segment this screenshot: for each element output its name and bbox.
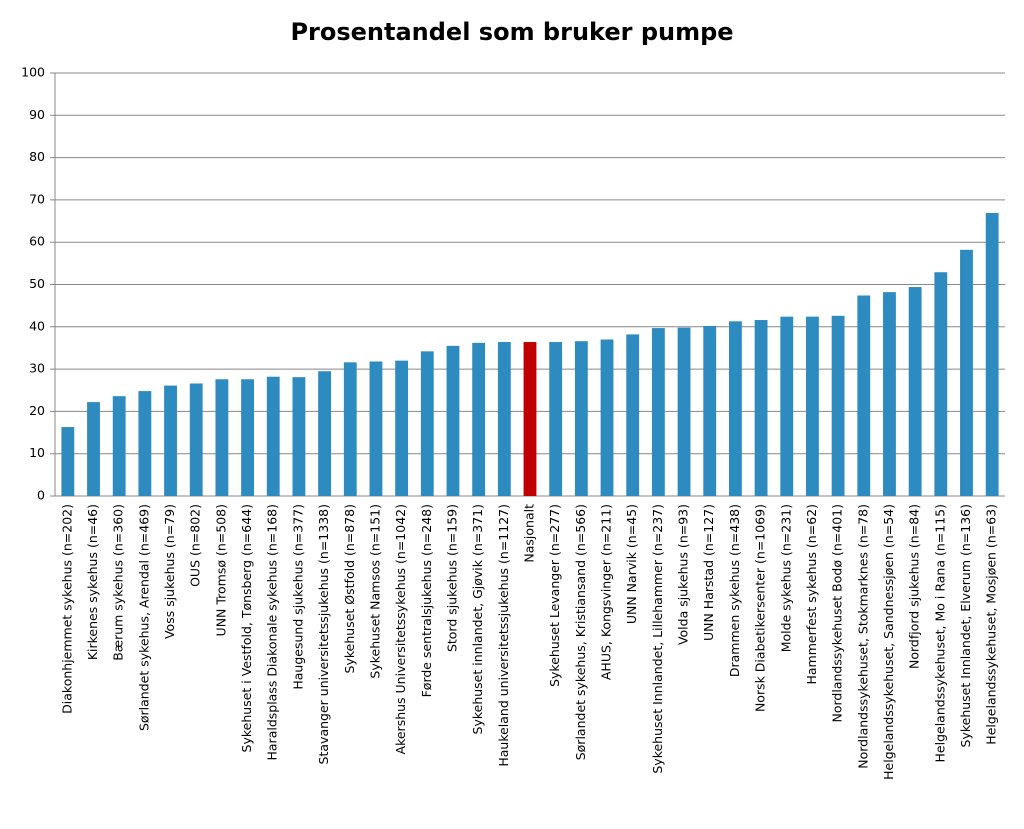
x-tick-label: Sykehuset Levanger (n=277) — [547, 504, 562, 687]
bar — [472, 342, 486, 496]
bar — [600, 339, 614, 496]
bar — [369, 361, 383, 496]
x-tick-label: Bærum sykehus (n=360) — [111, 504, 126, 661]
y-tick-label: 90 — [29, 107, 45, 122]
bar — [215, 379, 229, 496]
bar — [754, 320, 768, 496]
bar — [626, 334, 640, 496]
y-tick-label: 100 — [21, 65, 45, 80]
bar — [292, 377, 306, 496]
x-tick-label: OUS (n=802) — [188, 504, 203, 587]
x-tick-label: Nasjonalt — [522, 504, 537, 563]
y-tick-label: 40 — [29, 318, 45, 333]
x-tick-label: Nordlandssykehuset Bodø (n=401) — [830, 504, 845, 722]
bar — [395, 360, 409, 496]
bar — [883, 292, 896, 496]
x-tick-label: Kirkenes sykehus (n=46) — [85, 504, 100, 660]
x-tick-label: Molde sykehus (n=231) — [778, 504, 793, 652]
x-tick-label: AHUS, Kongsvinger (n=211) — [599, 504, 614, 680]
bar — [831, 315, 845, 496]
x-tick-label: Stord sjukehus (n=159) — [444, 504, 459, 652]
x-tick-label: Sykehuset innlandet, Gjøvik (n=371) — [470, 504, 485, 734]
y-tick-label: 60 — [29, 234, 45, 249]
bar — [138, 391, 152, 496]
x-tick-label: Nordlandssykehuset, Stokmarknes (n=78) — [855, 504, 870, 769]
y-tick-label: 80 — [29, 149, 45, 164]
x-tick-label: Helgelandssykehuset, Mosjøen (n=63) — [984, 504, 999, 745]
x-tick-label: Sørlandet sykehus, Kristiansand (n=566) — [573, 504, 588, 760]
bar — [318, 371, 332, 496]
x-tick-label: Norsk Diabetikersenter (n=1069) — [753, 504, 768, 712]
bar — [164, 385, 177, 496]
bar — [703, 325, 717, 496]
x-tick-label: Sykehuset Innlandet, Elverum (n=136) — [958, 504, 973, 747]
x-tick-label: Hammerfest sykehus (n=62) — [804, 504, 819, 685]
x-tick-label: Helgelandssykehuset, Mo i Rana (n=115) — [932, 504, 947, 762]
bar — [574, 341, 588, 496]
x-tick-label: Stavanger universitetssjukehus (n=1338) — [316, 504, 331, 764]
bar — [960, 249, 973, 496]
x-tick-label: Nordfjord sjukehus (n=84) — [907, 504, 922, 669]
x-tick-label: Sykehuset Innlandet, Lillehammer (n=237) — [650, 504, 665, 774]
bar — [61, 427, 75, 496]
bar — [651, 328, 665, 496]
y-tick-label: 10 — [29, 445, 45, 460]
x-tick-label: Volda sjukehus (n=93) — [676, 504, 691, 645]
x-tick-label: Voss sjukehus (n=79) — [162, 504, 177, 639]
bar — [343, 362, 357, 496]
x-tick-label: Helgelandssykehuset, Sandnessjøen (n=54) — [881, 504, 896, 780]
bar — [780, 316, 794, 496]
bar — [266, 376, 280, 496]
y-tick-label: 30 — [29, 361, 45, 376]
bar — [189, 383, 203, 496]
x-tick-label: Sykehuset Namsos (n=151) — [367, 504, 382, 679]
x-tick-label: UNN Tromsø (n=508) — [213, 504, 228, 636]
bar — [985, 213, 999, 496]
y-tick-label: 20 — [29, 403, 45, 418]
bar — [87, 402, 100, 496]
bar — [523, 342, 537, 496]
bar — [420, 351, 434, 496]
bar — [934, 272, 948, 496]
bar — [549, 342, 563, 496]
x-tick-label: Haraldsplass Diakonale sykehus (n=168) — [265, 504, 280, 760]
x-tick-label: UNN Harstad (n=127) — [701, 504, 716, 641]
x-tick-label: Sykehuset i Vestfold, Tønsberg (n=644) — [239, 504, 254, 752]
x-tick-label: Drammen sykehus (n=438) — [727, 504, 742, 677]
x-tick-label: Sykehuset Østfold (n=878) — [342, 504, 357, 673]
x-tick-label: UNN Narvik (n=45) — [624, 504, 639, 624]
bar — [908, 287, 922, 496]
y-tick-label: 0 — [37, 488, 45, 503]
bar — [677, 327, 691, 496]
chart-title: Prosentandel som bruker pumpe — [290, 18, 733, 46]
x-tick-label: Haukeland universitetssjukehus (n=1127) — [496, 504, 511, 767]
x-tick-label: Diakonhjemmet sykehus (n=202) — [59, 504, 74, 714]
x-tick-label: Haugesund sjukehus (n=377) — [290, 504, 305, 690]
bar — [446, 345, 460, 496]
x-tick-label: Sørlandet sykehus, Arendal (n=469) — [136, 504, 151, 731]
bar — [728, 321, 742, 496]
bar — [497, 342, 511, 496]
bar — [241, 379, 254, 496]
x-tick-label: Akershus Universitetssykehus (n=1042) — [393, 504, 408, 754]
bar — [857, 295, 871, 496]
y-tick-label: 70 — [29, 191, 45, 206]
bar — [112, 396, 126, 496]
bar — [806, 316, 819, 496]
y-tick-label: 50 — [29, 276, 45, 291]
x-tick-label: Førde sentralsjukehus (n=248) — [419, 504, 434, 697]
